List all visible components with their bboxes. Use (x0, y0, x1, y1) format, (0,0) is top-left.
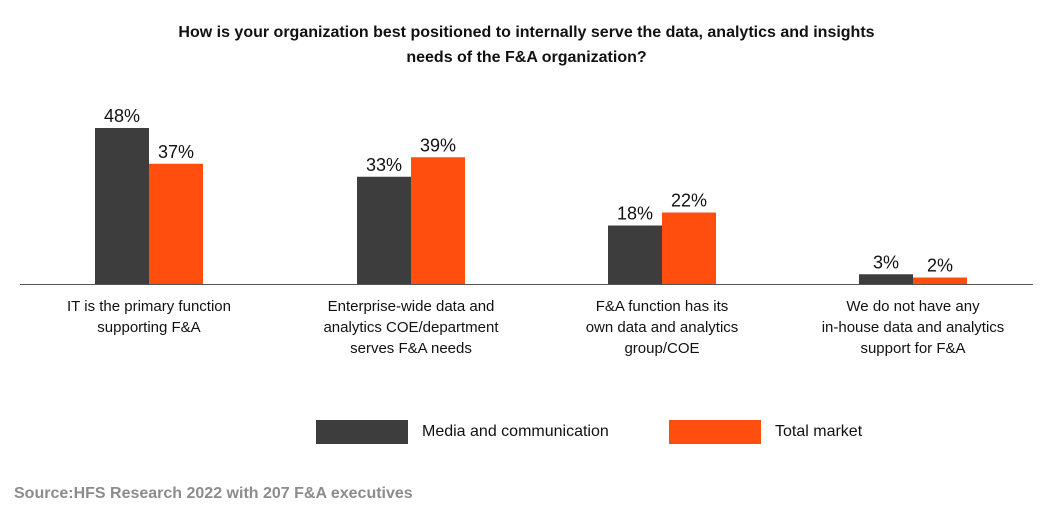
data-label-total-1: 39% (420, 135, 456, 155)
legend-item-media: Media and communication (316, 418, 609, 446)
bar-total-3 (913, 277, 967, 284)
legend: Media and communication Total market (0, 418, 1053, 446)
category-label-line: IT is the primary function (67, 298, 231, 315)
category-label-line: F&A function has its (595, 298, 729, 315)
category-label-line: Enterprise-wide data and (327, 298, 495, 315)
category-label-line: in-house data and analytics (821, 319, 1005, 336)
data-label-media-0: 48% (104, 106, 140, 126)
bar-total-2 (662, 212, 716, 284)
bar-media-3 (859, 274, 913, 284)
category-label-line: serves F&A needs (350, 340, 472, 357)
bar-media-0 (95, 128, 149, 284)
chart-title-line-2: needs of the F&A organization? (406, 49, 647, 66)
chart-title: How is your organization best positioned… (0, 20, 1053, 70)
data-label-total-2: 22% (671, 191, 707, 211)
category-label-line: support for F&A (860, 340, 966, 357)
source-note: Source:HFS Research 2022 with 207 F&A ex… (14, 485, 413, 502)
data-label-media-2: 18% (617, 204, 653, 224)
legend-label-total: Total market (775, 423, 863, 440)
legend-label-media: Media and communication (422, 423, 609, 440)
chart-title-line-1: How is your organization best positioned… (178, 24, 875, 41)
bar-chart: 48% 37% 33% 39% 18% 22% 3% 2% (20, 106, 1033, 285)
category-label-line: We do not have any (846, 298, 980, 315)
category-label-line: analytics COE/department (323, 319, 499, 336)
data-label-total-0: 37% (158, 142, 194, 162)
bar-media-2 (608, 225, 662, 284)
legend-item-total: Total market (669, 418, 862, 446)
category-label-line: group/COE (624, 340, 700, 357)
category-label-3: We do not have any in-house data and anal… (793, 296, 1033, 359)
bar-media-1 (357, 176, 411, 284)
category-label-line: own data and analytics (585, 319, 739, 336)
legend-swatch-media (316, 420, 408, 444)
data-label-total-3: 2% (927, 256, 953, 276)
legend-swatch-total (669, 420, 761, 444)
category-label-1: Enterprise-wide data and analytics COE/de… (291, 296, 531, 359)
category-label-line: supporting F&A (97, 319, 201, 336)
bar-total-0 (149, 163, 203, 284)
category-label-0: IT is the primary function supporting F&A (29, 296, 269, 338)
data-label-media-3: 3% (873, 252, 899, 272)
bar-total-1 (411, 157, 465, 284)
data-label-media-1: 33% (366, 155, 402, 175)
category-label-2: F&A function has its own data and analyti… (542, 296, 782, 359)
